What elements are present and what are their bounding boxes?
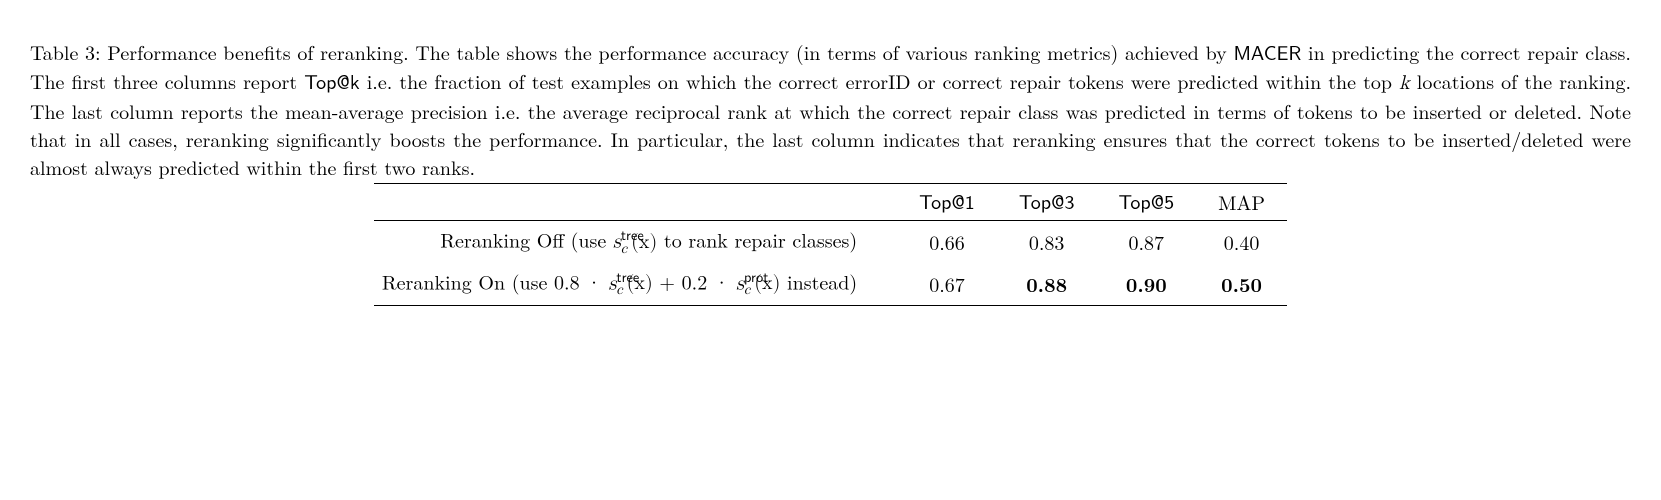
- label-text: Reranking Off (use: [440, 225, 613, 254]
- math-sub: c: [616, 282, 622, 297]
- cell-value: 0.67: [897, 263, 997, 305]
- math-s: s: [613, 232, 621, 252]
- results-table: Top@1 Top@3 Top@5 MAP Reranking Off (use…: [374, 183, 1287, 306]
- macer-name: MACER: [1233, 38, 1301, 67]
- table-header-row: Top@1 Top@3 Top@5 MAP: [374, 184, 1287, 221]
- cell-value: 0.66: [897, 221, 997, 263]
- label-text: to rank repair classes): [657, 225, 857, 254]
- math-sub: c: [744, 282, 750, 297]
- topk-label: Top@k: [304, 67, 359, 96]
- cell-value: 0.90: [1096, 263, 1196, 305]
- table-caption: Table 3: Performance benefits of reranki…: [30, 38, 1631, 181]
- row-label: Reranking On (use 0.8 · streec(x) + 0.2 …: [374, 263, 897, 305]
- k-variable: k: [1399, 73, 1410, 93]
- math-s: s: [736, 273, 744, 293]
- label-text: + 0.2 ·: [653, 266, 736, 295]
- col-header: Top@5: [1096, 184, 1196, 221]
- col-header: MAP: [1196, 184, 1287, 221]
- table-row: Reranking Off (use streec(x) to rank rep…: [374, 221, 1287, 263]
- label-text: Reranking On (use 0.8 ·: [382, 266, 609, 295]
- math-sub: c: [621, 241, 627, 256]
- col-header: Top@1: [897, 184, 997, 221]
- cell-value: 0.40: [1196, 221, 1287, 263]
- label-text: instead): [780, 266, 857, 295]
- col-header: Top@3: [997, 184, 1097, 221]
- cell-value: 0.50: [1196, 263, 1287, 305]
- cell-value: 0.83: [997, 221, 1097, 263]
- caption-text: Table 3: Performance benefits of reranki…: [30, 37, 1233, 66]
- cell-value: 0.87: [1096, 221, 1196, 263]
- table-row: Reranking On (use 0.8 · streec(x) + 0.2 …: [374, 263, 1287, 305]
- cell-value: 0.88: [997, 263, 1097, 305]
- caption-text: i.e. the fraction of test examples on wh…: [360, 66, 1400, 95]
- row-label: Reranking Off (use streec(x) to rank rep…: [374, 221, 897, 263]
